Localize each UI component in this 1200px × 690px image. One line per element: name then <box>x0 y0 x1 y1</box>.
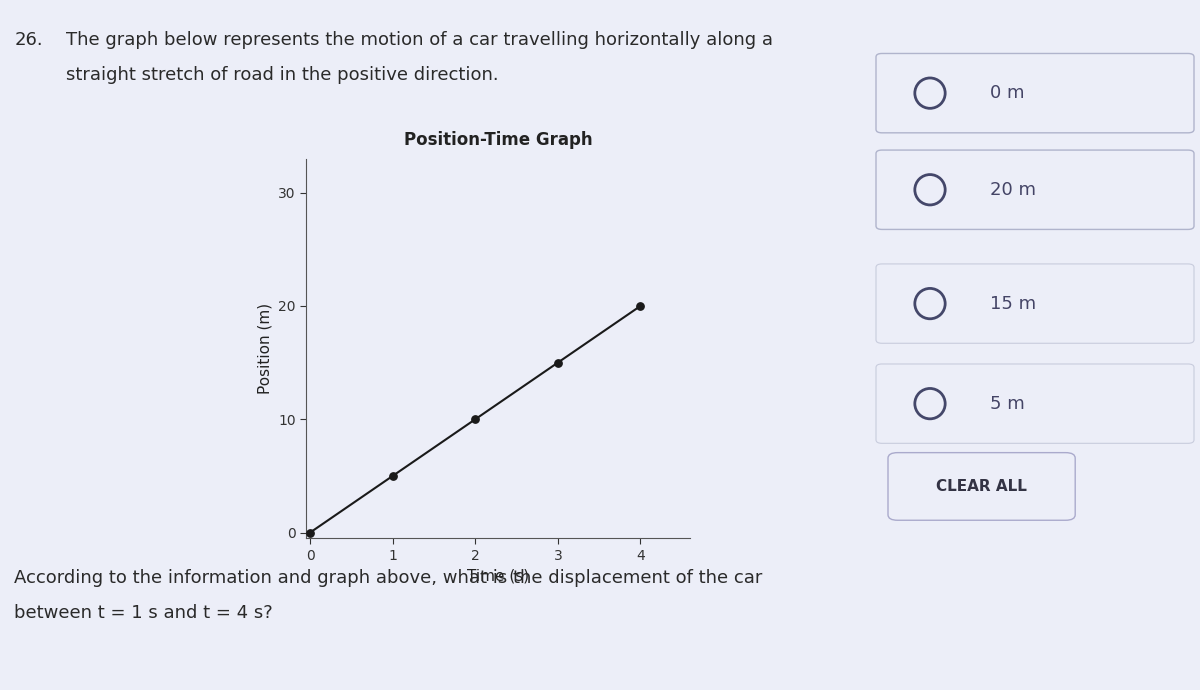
Text: According to the information and graph above, what is the displacement of the ca: According to the information and graph a… <box>14 569 763 587</box>
Text: 26.: 26. <box>14 31 43 49</box>
Point <box>383 471 402 482</box>
Text: between t = 1 s and t = 4 s?: between t = 1 s and t = 4 s? <box>14 604 274 622</box>
Point <box>300 527 319 538</box>
Text: straight stretch of road in the positive direction.: straight stretch of road in the positive… <box>66 66 499 83</box>
Text: CLEAR ALL: CLEAR ALL <box>936 479 1027 494</box>
Point <box>631 300 650 311</box>
Y-axis label: Position (m): Position (m) <box>258 303 272 394</box>
Text: The graph below represents the motion of a car travelling horizontally along a: The graph below represents the motion of… <box>66 31 773 49</box>
Point <box>548 357 568 368</box>
Text: 15 m: 15 m <box>990 295 1036 313</box>
Text: 0 m: 0 m <box>990 84 1025 102</box>
Text: 5 m: 5 m <box>990 395 1025 413</box>
Title: Position-Time Graph: Position-Time Graph <box>403 131 593 149</box>
Text: 20 m: 20 m <box>990 181 1036 199</box>
Point <box>466 414 485 425</box>
X-axis label: Time (s): Time (s) <box>467 568 529 583</box>
